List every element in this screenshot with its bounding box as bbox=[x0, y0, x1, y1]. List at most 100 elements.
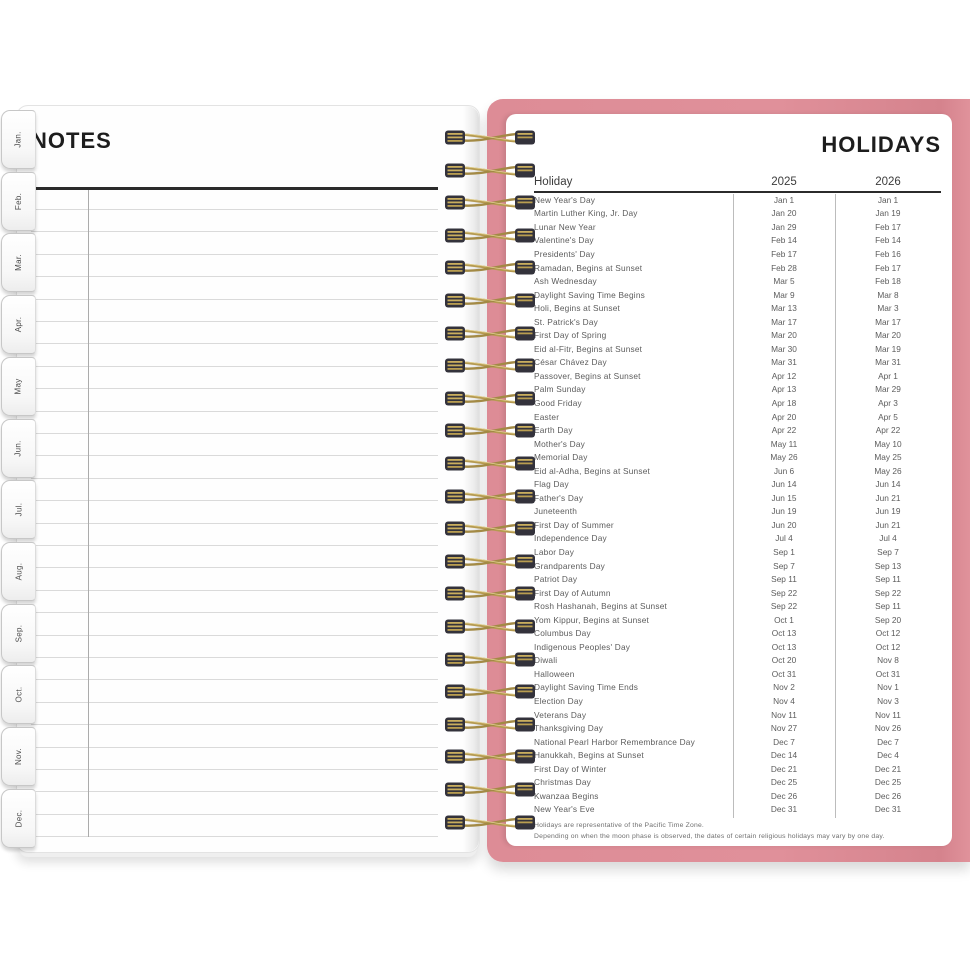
date-2026-cell: Feb 14 bbox=[875, 235, 901, 246]
table-row: Presidents' Day Feb 17 Feb 16 bbox=[534, 247, 941, 261]
ruled-line bbox=[31, 500, 438, 502]
holiday-name-cell: Columbus Day bbox=[534, 628, 591, 639]
ruled-line bbox=[31, 253, 438, 255]
date-2025-cell: Dec 25 bbox=[770, 777, 798, 788]
table-row: Labor Day Sep 1 Sep 7 bbox=[534, 545, 941, 559]
date-2025-cell: Jun 14 bbox=[771, 479, 797, 490]
date-2025-cell: Mar 9 bbox=[773, 289, 795, 300]
binding-coil bbox=[444, 192, 536, 214]
date-2026-cell: Mar 20 bbox=[875, 330, 901, 341]
date-2026-cell: Oct 12 bbox=[875, 628, 901, 639]
date-2026-cell: Dec 25 bbox=[874, 777, 902, 788]
table-row: First Day of Summer Jun 20 Jun 21 bbox=[534, 518, 941, 532]
binding-coil bbox=[444, 812, 536, 834]
holiday-name-cell: First Day of Spring bbox=[534, 330, 607, 341]
date-2026-cell: Feb 17 bbox=[875, 262, 901, 273]
date-2025-cell: Mar 13 bbox=[771, 303, 797, 314]
date-2026-cell: Mar 19 bbox=[875, 343, 901, 354]
table-row: Election Day Nov 4 Nov 3 bbox=[534, 694, 941, 708]
tab-dec[interactable]: Dec. bbox=[1, 788, 36, 848]
table-row: Father's Day Jun 15 Jun 21 bbox=[534, 491, 941, 505]
table-row: Indigenous Peoples' Day Oct 13 Oct 12 bbox=[534, 640, 941, 654]
binding-coil bbox=[444, 518, 536, 540]
date-2025-cell: Sep 22 bbox=[770, 587, 798, 598]
table-row: Palm Sunday Apr 13 Mar 29 bbox=[534, 383, 941, 397]
holiday-name-cell: Father's Day bbox=[534, 492, 584, 503]
holiday-name-cell: Ash Wednesday bbox=[534, 276, 597, 287]
tab-aug[interactable]: Aug. bbox=[1, 541, 36, 601]
date-2025-cell: Oct 31 bbox=[771, 668, 797, 679]
table-row: Martin Luther King, Jr. Day Jan 20 Jan 19 bbox=[534, 207, 941, 221]
binding-coil bbox=[444, 551, 536, 573]
page-edge-shade bbox=[463, 106, 479, 852]
ruled-line bbox=[31, 836, 438, 838]
tab-may[interactable]: May bbox=[1, 356, 36, 416]
tab-label: Sep. bbox=[13, 624, 23, 642]
ruled-line bbox=[31, 388, 438, 390]
tab-sep[interactable]: Sep. bbox=[1, 603, 36, 663]
date-2026-cell: Apr 22 bbox=[875, 425, 901, 436]
table-row: Patriot Day Sep 11 Sep 11 bbox=[534, 572, 941, 586]
holiday-name-cell: Independence Day bbox=[534, 533, 607, 544]
notes-margin-line bbox=[88, 190, 89, 837]
ruled-line bbox=[31, 567, 438, 569]
table-row: Halloween Oct 31 Oct 31 bbox=[534, 667, 941, 681]
tab-apr[interactable]: Apr. bbox=[1, 295, 36, 355]
binding-coil bbox=[444, 583, 536, 605]
holiday-name-cell: Easter bbox=[534, 411, 560, 422]
tab-label: Mar. bbox=[13, 254, 23, 272]
ruled-line bbox=[31, 343, 438, 345]
notes-page: NOTES bbox=[16, 105, 480, 853]
tab-feb[interactable]: Feb. bbox=[1, 171, 36, 231]
binding-coil bbox=[444, 355, 536, 377]
binding-coil bbox=[444, 649, 536, 671]
holiday-name-cell: First Day of Autumn bbox=[534, 587, 611, 598]
date-2026-cell: Dec 26 bbox=[874, 790, 902, 801]
date-2025-cell: Mar 30 bbox=[771, 343, 797, 354]
date-2025-cell: Jan 29 bbox=[771, 221, 797, 232]
table-row: Passover, Begins at Sunset Apr 12 Apr 1 bbox=[534, 369, 941, 383]
holiday-name-cell: Labor Day bbox=[534, 546, 575, 557]
table-row: Earth Day Apr 22 Apr 22 bbox=[534, 423, 941, 437]
ruled-line bbox=[31, 455, 438, 457]
table-row: Ramadan, Begins at Sunset Feb 28 Feb 17 bbox=[534, 261, 941, 275]
binding-coil bbox=[444, 616, 536, 638]
date-2025-cell: Oct 1 bbox=[774, 614, 794, 625]
date-2026-cell: Nov 1 bbox=[877, 682, 899, 693]
holiday-name-cell: Indigenous Peoples' Day bbox=[534, 641, 631, 652]
ruled-line bbox=[31, 791, 438, 793]
holiday-name-cell: Grandparents Day bbox=[534, 560, 605, 571]
holiday-name-cell: Thanksgiving Day bbox=[534, 723, 604, 734]
table-row: Lunar New Year Jan 29 Feb 17 bbox=[534, 220, 941, 234]
date-2025-cell: Jun 19 bbox=[771, 506, 797, 517]
table-row: First Day of Winter Dec 21 Dec 21 bbox=[534, 762, 941, 776]
binding-coil bbox=[444, 290, 536, 312]
date-2026-cell: Jun 21 bbox=[875, 519, 901, 530]
holiday-name-cell: Juneteenth bbox=[534, 506, 578, 517]
tab-oct[interactable]: Oct. bbox=[1, 665, 36, 725]
tab-label: Jun. bbox=[13, 439, 23, 457]
date-2025-cell: Dec 7 bbox=[773, 736, 795, 747]
tab-nov[interactable]: Nov. bbox=[1, 727, 36, 786]
ruled-line bbox=[31, 477, 438, 479]
date-2026-cell: Oct 12 bbox=[875, 641, 901, 652]
ruled-line bbox=[31, 276, 438, 278]
tab-jun[interactable]: Jun. bbox=[1, 418, 36, 478]
date-2026-cell: Apr 5 bbox=[878, 411, 898, 422]
date-2026-cell: Dec 21 bbox=[874, 763, 902, 774]
holiday-name-cell: Yom Kippur, Begins at Sunset bbox=[534, 614, 650, 625]
footnote-timezone: Holidays are representative of the Pacif… bbox=[534, 822, 705, 829]
table-row: First Day of Spring Mar 20 Mar 20 bbox=[534, 328, 941, 342]
table-row: Flag Day Jun 14 Jun 14 bbox=[534, 477, 941, 491]
date-2026-cell: Mar 8 bbox=[877, 289, 899, 300]
ruled-line bbox=[31, 634, 438, 636]
ruled-line bbox=[31, 433, 438, 434]
tab-jan[interactable]: Jan. bbox=[1, 110, 36, 169]
binding-coil bbox=[444, 486, 536, 508]
tab-mar[interactable]: Mar. bbox=[1, 233, 36, 293]
tab-jul[interactable]: Jul. bbox=[1, 480, 36, 540]
notes-page-title: NOTES bbox=[31, 128, 112, 153]
holiday-name-cell: Patriot Day bbox=[534, 574, 578, 585]
ruled-line bbox=[31, 724, 438, 726]
